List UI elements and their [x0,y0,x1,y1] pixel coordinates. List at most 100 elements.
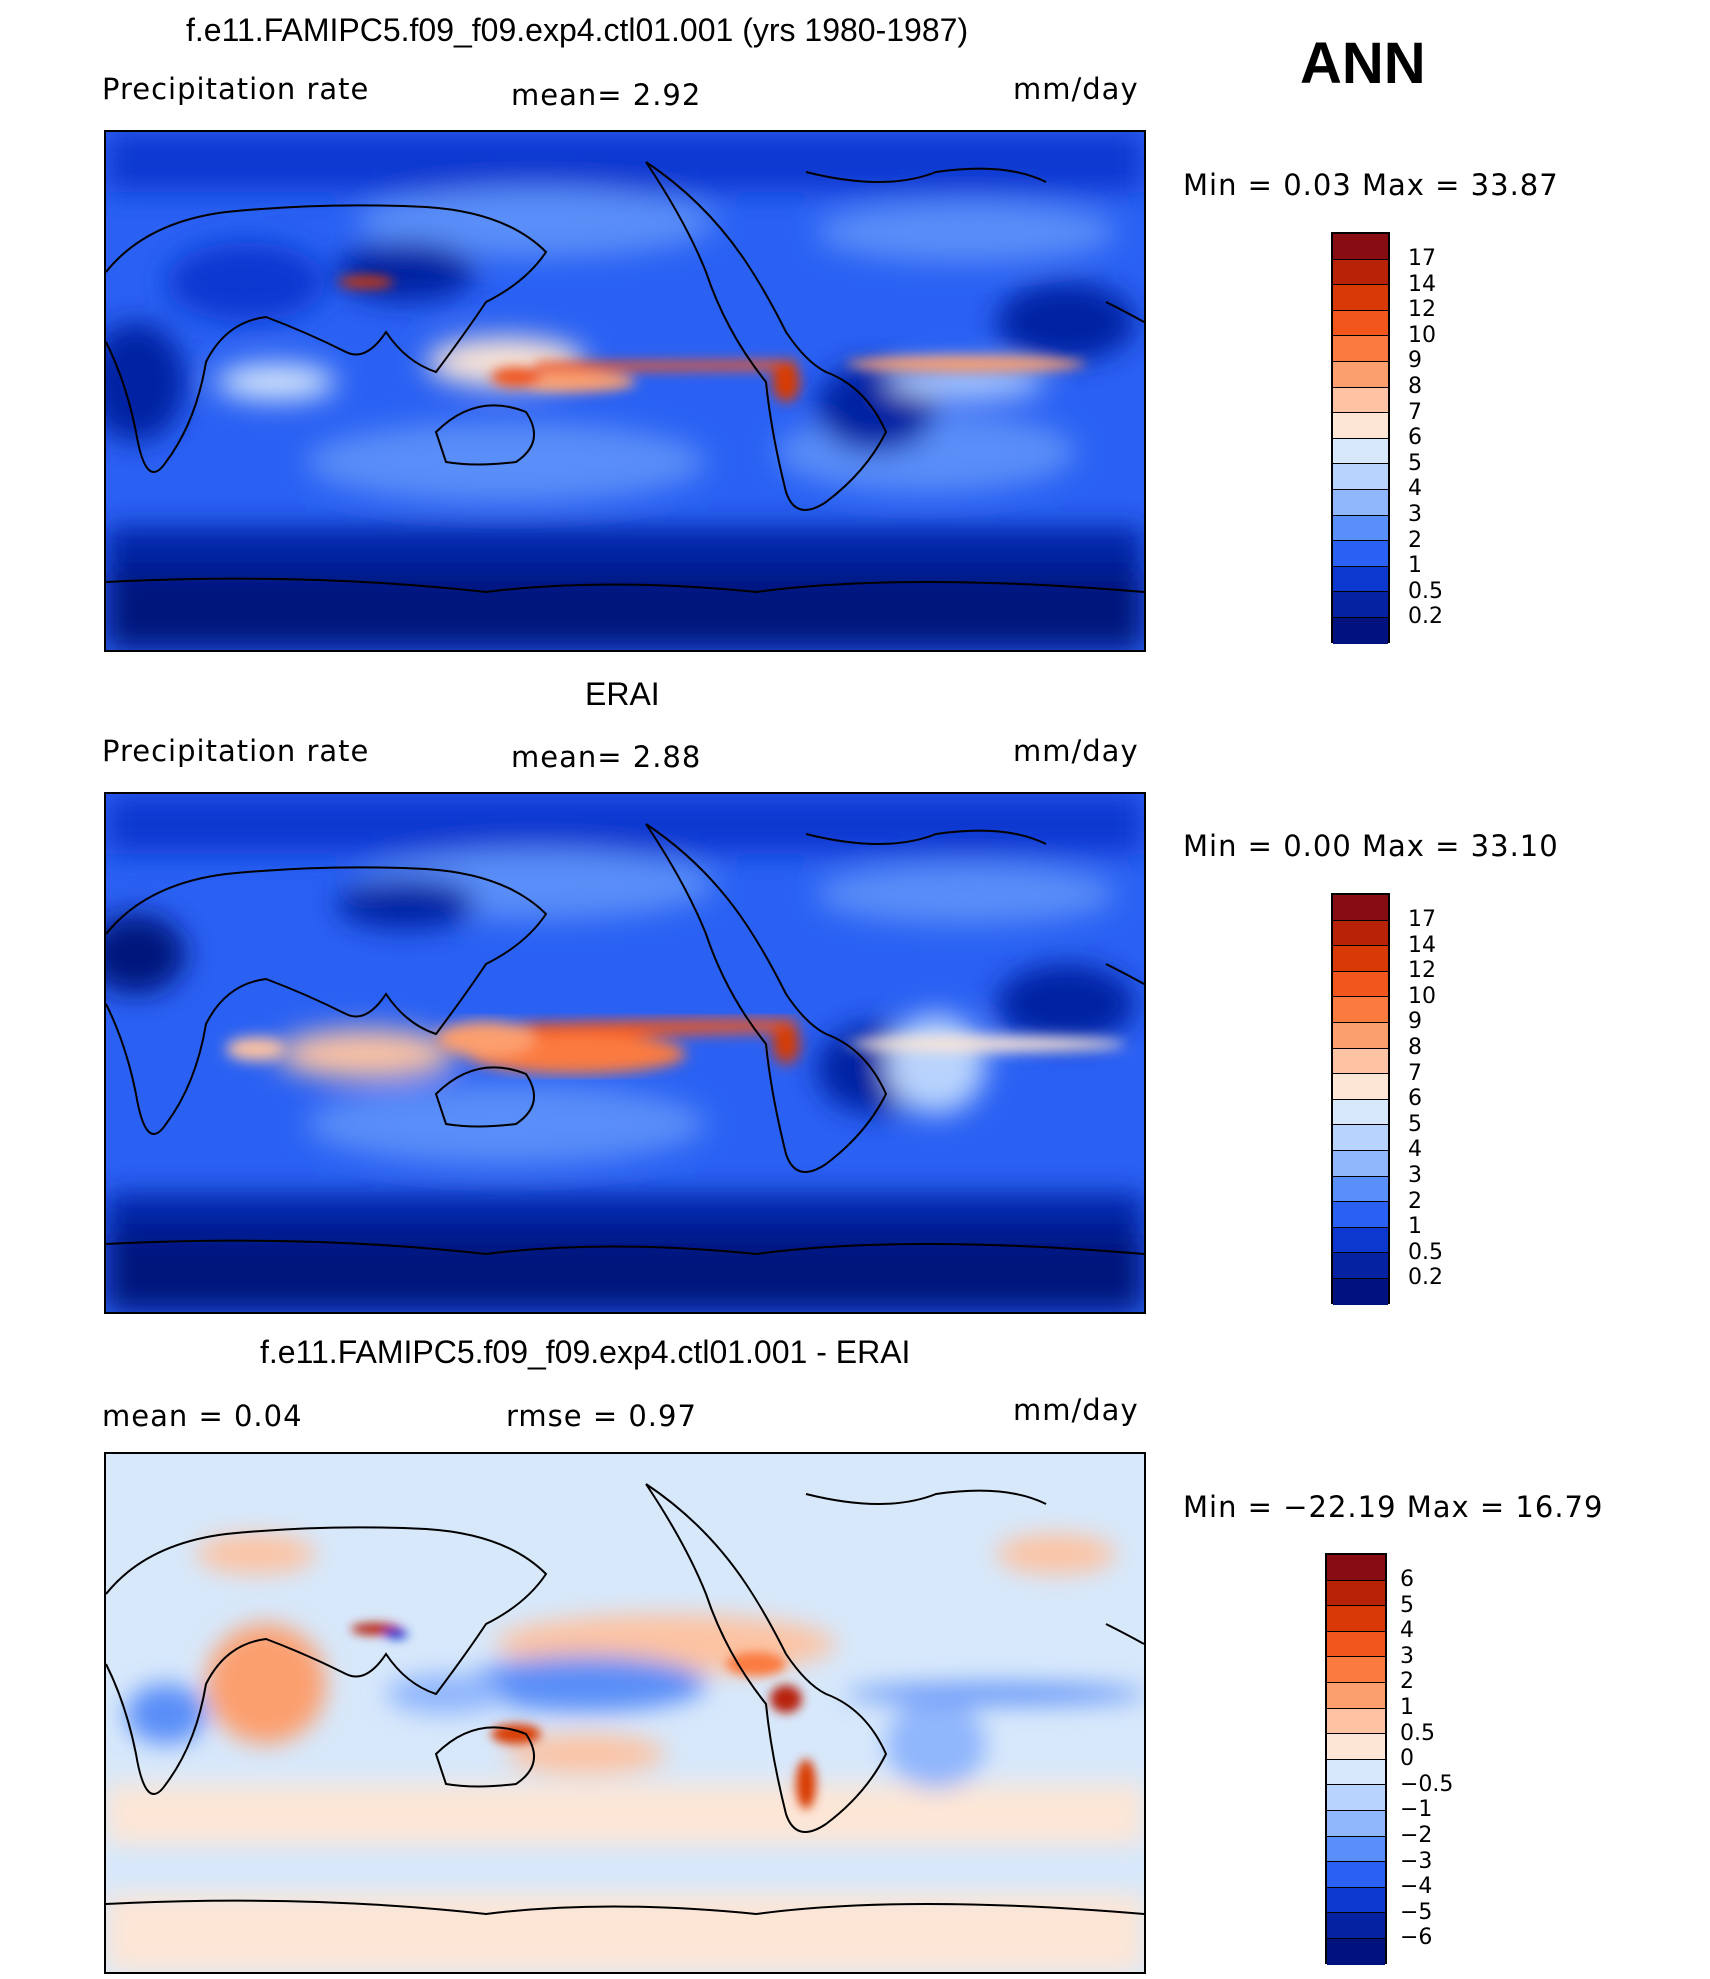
colorbar-tick-label: 0.5 [1408,1239,1443,1265]
colorbar-swatch [1333,438,1388,465]
panel-2-mean-label: mean= 2.88 [511,740,702,774]
panel-1-colorbar [1331,232,1390,644]
panel-1-map-svg [106,132,1144,650]
colorbar-swatch [1333,387,1388,414]
colorbar-swatch [1333,1253,1388,1279]
panel-3-mean-label: mean = 0.04 [102,1399,303,1433]
colorbar-tick-label: 0.5 [1400,1720,1435,1746]
colorbar-swatch [1327,1938,1385,1965]
colorbar-swatch [1327,1555,1385,1581]
colorbar-swatch [1333,617,1388,644]
colorbar-swatch [1333,541,1388,567]
colorbar-tick-label: 9 [1408,1009,1422,1035]
colorbar-swatch [1333,1022,1388,1049]
colorbar-tick-label: 6 [1400,1567,1414,1592]
colorbar-swatch [1333,1202,1388,1228]
colorbar-swatch [1333,946,1388,972]
colorbar-swatch [1327,1631,1385,1658]
colorbar-tick-label: 9 [1408,348,1422,374]
colorbar-tick-label: −3 [1400,1848,1433,1874]
colorbar-swatch [1333,234,1388,260]
colorbar-swatch [1333,259,1388,286]
colorbar-tick-label: 10 [1408,322,1436,348]
colorbar-swatch [1333,566,1388,593]
panel-2-units-label: mm/day [1013,734,1139,768]
colorbar-tick-label: 17 [1408,907,1436,932]
panel-1-title: f.e11.FAMIPC5.f09_f09.exp4.ctl01.001 (yr… [186,12,969,48]
colorbar-tick-label: 3 [1400,1643,1414,1669]
colorbar-tick-label: 8 [1408,1035,1422,1060]
colorbar-tick-label: 1 [1408,553,1422,579]
colorbar-tick-label: 5 [1400,1592,1414,1618]
colorbar-tick-label: −5 [1400,1899,1433,1925]
colorbar-tick-label: 2 [1408,527,1422,553]
colorbar-tick-label: 2 [1400,1669,1414,1695]
colorbar-swatch [1333,1227,1388,1254]
colorbar-swatch [1327,1580,1385,1607]
colorbar-tick-label: 1 [1400,1695,1414,1720]
colorbar-swatch [1327,1708,1385,1735]
panel-2-colorbar [1331,893,1390,1305]
colorbar-swatch [1333,920,1388,947]
colorbar-swatch [1333,1048,1388,1075]
colorbar-swatch [1333,1125,1388,1151]
colorbar-tick-label: 14 [1408,932,1436,958]
colorbar-tick-label: 4 [1400,1618,1414,1644]
panel-2-map-svg [106,794,1144,1312]
colorbar-tick-label: 14 [1408,271,1436,297]
panel-3-units-label: mm/day [1013,1393,1139,1427]
colorbar-tick-label: 1 [1408,1214,1422,1240]
colorbar-tick-label: −2 [1400,1823,1433,1848]
colorbar-tick-label: 3 [1408,502,1422,527]
colorbar-swatch [1327,1682,1385,1709]
colorbar-tick-label: 12 [1408,958,1436,984]
panel-2-variable-label: Precipitation rate [102,734,370,768]
colorbar-tick-label: 0.5 [1408,578,1443,604]
colorbar-tick-label: 5 [1408,1111,1422,1137]
panel-3-map-svg [106,1454,1144,1972]
panel-3-colorbar [1325,1553,1387,1965]
colorbar-swatch [1333,361,1388,388]
panel-3-rmse-label: rmse = 0.97 [506,1399,697,1433]
panel-1-mean-label: mean= 2.92 [511,78,702,112]
colorbar-tick-label: 7 [1408,399,1422,425]
colorbar-swatch [1327,1759,1385,1786]
colorbar-swatch [1333,336,1388,362]
panel-2-coastlines [106,823,1144,1256]
colorbar-swatch [1327,1887,1385,1914]
colorbar-swatch [1333,1074,1388,1100]
colorbar-swatch [1333,997,1388,1023]
colorbar-tick-label: 6 [1408,1086,1422,1112]
panel-2-precip-map [104,792,1146,1314]
colorbar-tick-label: 5 [1408,450,1422,476]
colorbar-swatch [1333,1150,1388,1177]
panel-1-variable-label: Precipitation rate [102,72,370,106]
colorbar-tick-label: 4 [1408,476,1422,502]
colorbar-swatch [1333,489,1388,516]
colorbar-swatch [1327,1606,1385,1632]
colorbar-tick-label: 10 [1408,983,1436,1009]
colorbar-swatch [1327,1862,1385,1888]
colorbar-swatch [1333,1176,1388,1203]
colorbar-tick-label: 8 [1408,374,1422,399]
colorbar-swatch [1327,1810,1385,1837]
panel-2-min-max: Min = 0.00 Max = 33.10 [1183,829,1559,863]
colorbar-tick-label: 4 [1408,1137,1422,1163]
panel-2-title: ERAI [585,676,660,712]
colorbar-tick-label: −0.5 [1400,1771,1454,1797]
colorbar-swatch [1327,1657,1385,1683]
panel-3-min-max: Min = −22.19 Max = 16.79 [1183,1490,1604,1524]
colorbar-swatch [1333,1278,1388,1305]
panel-1-coastlines [106,161,1144,594]
colorbar-swatch [1333,310,1388,337]
colorbar-swatch [1333,515,1388,542]
colorbar-tick-label: 3 [1408,1163,1422,1188]
panel-3-title: f.e11.FAMIPC5.f09_f09.exp4.ctl01.001 - E… [260,1334,911,1370]
colorbar-swatch [1333,1099,1388,1126]
colorbar-tick-label: −1 [1400,1797,1433,1823]
colorbar-tick-label: 0.2 [1408,604,1443,630]
colorbar-tick-label: 7 [1408,1060,1422,1086]
colorbar-tick-label: 0 [1400,1746,1414,1772]
colorbar-tick-label: −4 [1400,1874,1433,1900]
colorbar-swatch [1333,971,1388,998]
